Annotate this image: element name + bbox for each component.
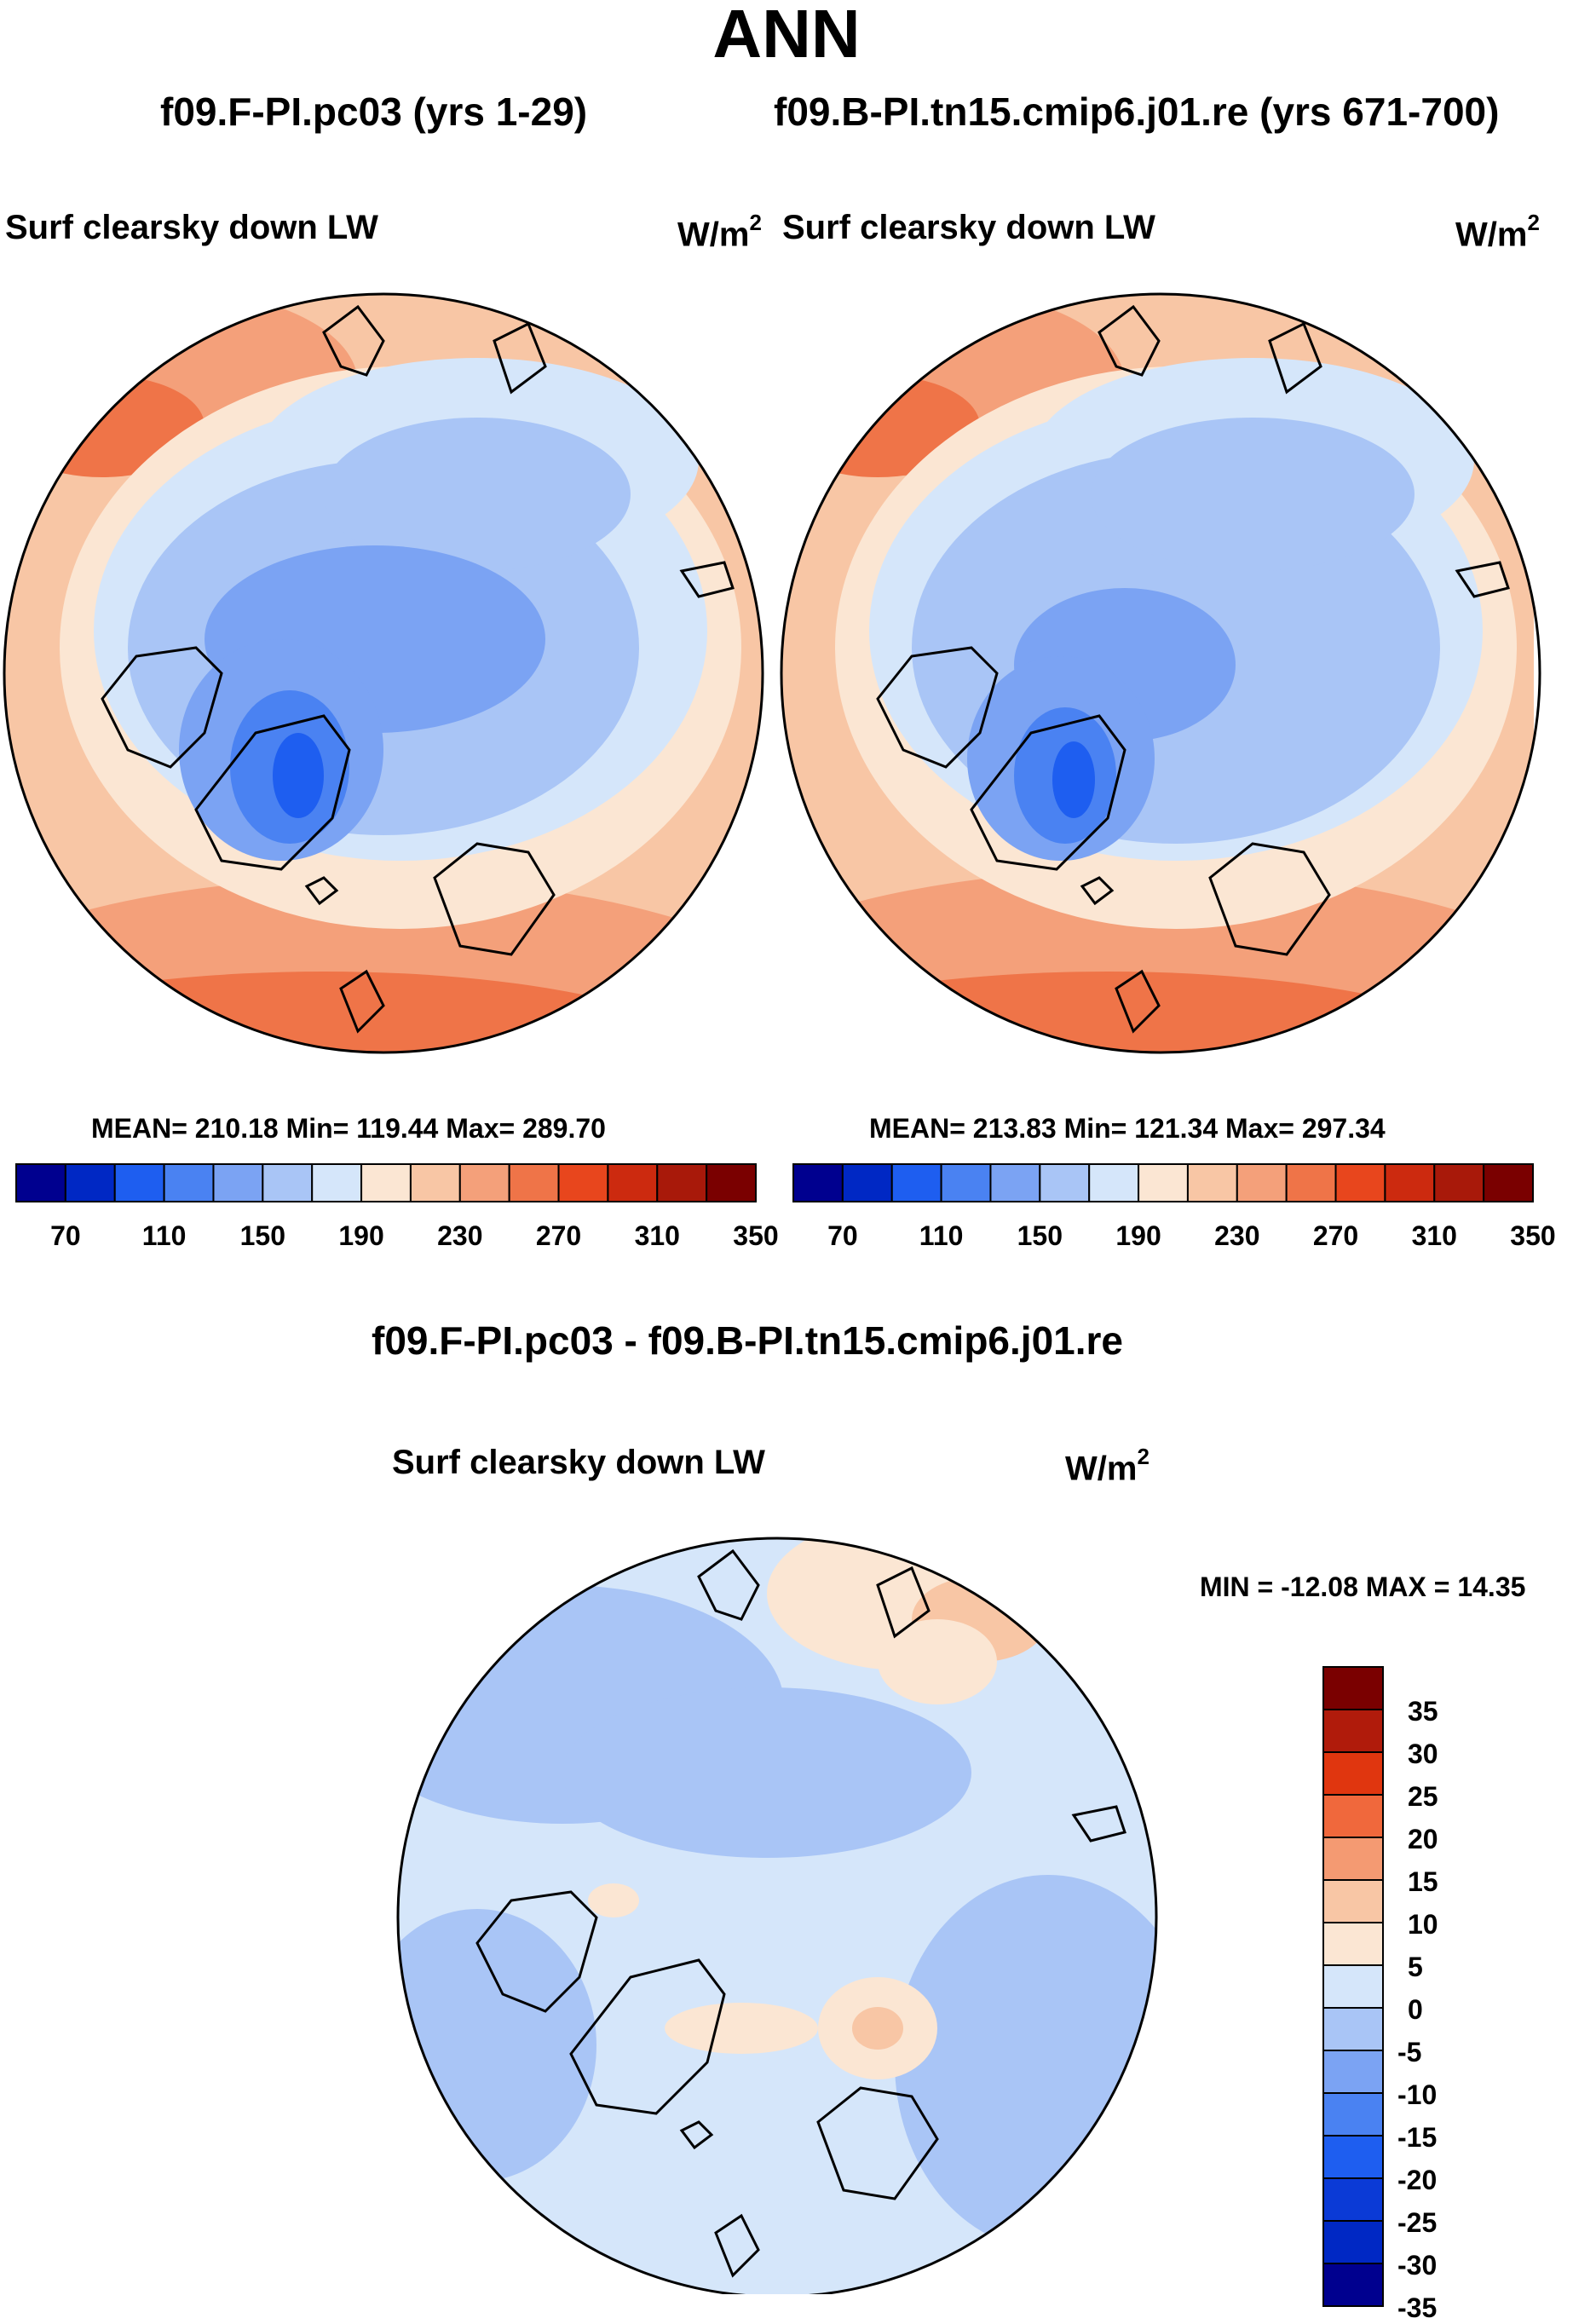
diff-variable-label: Surf clearsky down LW: [392, 1444, 765, 1481]
colorbar-tick-label: -5: [1397, 2037, 1422, 2067]
diff-title: f09.F-PI.pc03 - f09.B-PI.tn15.cmip6.j01.…: [372, 1318, 1123, 1363]
colorbar-tick-label: 230: [1214, 1220, 1260, 1251]
colorbar-swatch: [1322, 2135, 1384, 2179]
colorbar-tick-label: -20: [1397, 2165, 1438, 2195]
colorbar-swatch: [113, 1163, 165, 1202]
colorbar-swatch: [1285, 1163, 1337, 1202]
colorbar-swatch: [1322, 1837, 1384, 1881]
colorbar-swatch: [1322, 2263, 1384, 2307]
colorbar-swatch: [1322, 2050, 1384, 2094]
colorbar-tick-label: 310: [1411, 1220, 1457, 1251]
colorbar-swatch: [1322, 1879, 1384, 1923]
colorbar-tick-label: 150: [239, 1220, 286, 1251]
colorbar-tick-label: -25: [1397, 2207, 1438, 2238]
colorbar-tick-label: 190: [1115, 1220, 1161, 1251]
colorbar-swatch: [1322, 2177, 1384, 2222]
colorbar-tick-label: -30: [1397, 2250, 1438, 2281]
panel2-stats: MEAN= 213.83 Min= 121.34 Max= 297.34: [869, 1113, 1386, 1144]
figure-title: ANN: [712, 0, 861, 72]
diff-colorbar: [1322, 1666, 1384, 2307]
colorbar-tick-label: 35: [1408, 1696, 1438, 1727]
colorbar-swatch: [1039, 1163, 1091, 1202]
colorbar-swatch: [1322, 1751, 1384, 1796]
colorbar-swatch: [1334, 1163, 1386, 1202]
colorbar-tick-label: 70: [827, 1220, 858, 1251]
colorbar-swatch: [890, 1163, 942, 1202]
colorbar-tick-label: 350: [1510, 1220, 1556, 1251]
colorbar-swatch: [706, 1163, 757, 1202]
colorbar-tick-label: -10: [1397, 2079, 1438, 2110]
colorbar-swatch: [1322, 1709, 1384, 1753]
diff-contours: [398, 1538, 1156, 2294]
colorbar-tick-label: 15: [1408, 1866, 1438, 1897]
diff-units-label: W/m2: [1065, 1444, 1150, 1488]
colorbar-tick-label: 150: [1017, 1220, 1063, 1251]
panel2-variable-label: Surf clearsky down LW: [782, 209, 1155, 246]
colorbar-tick-label: -15: [1397, 2122, 1438, 2153]
colorbar-swatch: [1322, 2092, 1384, 2137]
colorbar-swatch: [841, 1163, 893, 1202]
colorbar-tick-label: 310: [634, 1220, 680, 1251]
colorbar-tick-label: 0: [1408, 1994, 1423, 2025]
colorbar-tick-label: 230: [437, 1220, 483, 1251]
panel2-case-title: f09.B-PI.tn15.cmip6.j01.re (yrs 671-700): [774, 89, 1500, 134]
colorbar-swatch: [1322, 1666, 1384, 1710]
colorbar-swatch: [311, 1163, 363, 1202]
panel1-colorbar: [15, 1163, 757, 1202]
colorbar-tick-label: 110: [141, 1220, 187, 1251]
colorbar-swatch: [1483, 1163, 1534, 1202]
colorbar-tick-label: 350: [733, 1220, 779, 1251]
panel2-units-label: W/m2: [1455, 210, 1540, 254]
colorbar-swatch: [1322, 1964, 1384, 2009]
colorbar-tick-label: 270: [535, 1220, 582, 1251]
panel1-units-label: W/m2: [677, 210, 762, 254]
colorbar-tick-label: 5: [1408, 1952, 1423, 1982]
colorbar-swatch: [409, 1163, 461, 1202]
colorbar-swatch: [1236, 1163, 1288, 1202]
colorbar-tick-label: 190: [338, 1220, 384, 1251]
colorbar-tick-label: 10: [1408, 1909, 1438, 1940]
colorbar-swatch: [262, 1163, 314, 1202]
colorbar-tick-label: 70: [50, 1220, 81, 1251]
colorbar-swatch: [1322, 2220, 1384, 2264]
colorbar-swatch: [1384, 1163, 1436, 1202]
panel2-colorbar: [792, 1163, 1534, 1202]
colorbar-swatch: [1322, 2007, 1384, 2051]
colorbar-swatch: [15, 1163, 66, 1202]
colorbar-swatch: [360, 1163, 412, 1202]
colorbar-tick-label: 20: [1408, 1824, 1438, 1854]
colorbar-tick-label: 270: [1312, 1220, 1359, 1251]
panel1-case-title: f09.F-PI.pc03 (yrs 1-29): [160, 89, 588, 134]
colorbar-swatch: [163, 1163, 215, 1202]
panel1-stats: MEAN= 210.18 Min= 119.44 Max= 289.70: [91, 1113, 606, 1144]
colorbar-swatch: [1433, 1163, 1485, 1202]
colorbar-tick-label: 30: [1408, 1739, 1438, 1769]
colorbar-swatch: [1322, 1794, 1384, 1838]
diff-stats: MIN = -12.08 MAX = 14.35: [1200, 1571, 1526, 1602]
colorbar-swatch: [940, 1163, 992, 1202]
colorbar-swatch: [1322, 1922, 1384, 1966]
colorbar-tick-label: -35: [1397, 2292, 1438, 2323]
colorbar-swatch: [656, 1163, 708, 1202]
colorbar-tick-label: 110: [919, 1220, 964, 1251]
panel1-variable-label: Surf clearsky down LW: [5, 209, 378, 246]
colorbar-tick-label: 25: [1408, 1781, 1438, 1812]
